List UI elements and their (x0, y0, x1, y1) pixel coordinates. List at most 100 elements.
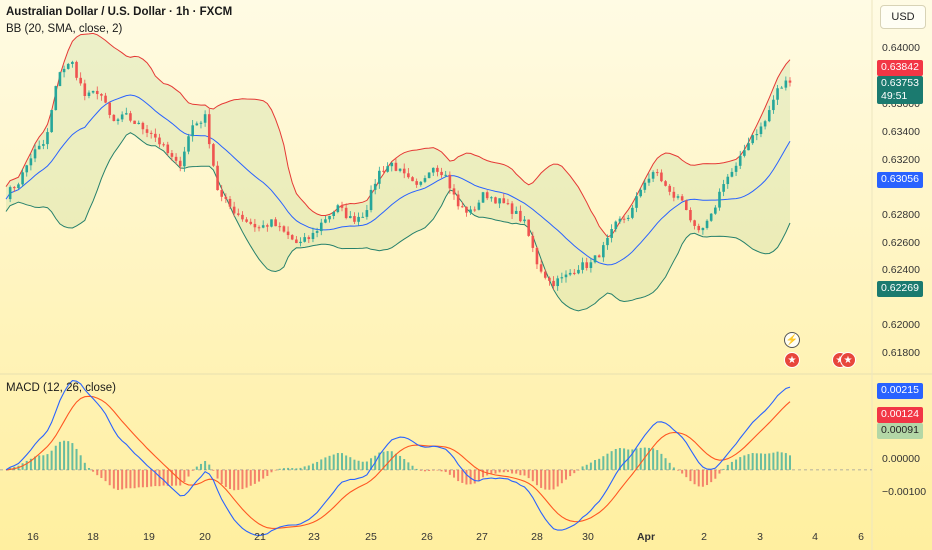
candle-body (423, 178, 427, 182)
candle-body (655, 172, 659, 174)
macd-histogram-bar (735, 459, 738, 470)
macd-histogram-bar (341, 453, 343, 470)
macd-histogram-bar (146, 469, 149, 488)
candle-body (597, 255, 601, 258)
candle-body (170, 153, 174, 157)
candle-body (693, 220, 696, 226)
macd-histogram-bar (249, 469, 252, 486)
us-flag-icon[interactable]: ★ (840, 352, 856, 368)
macd-histogram-bar (714, 469, 717, 479)
candle-body (108, 102, 112, 115)
bb-lower-value: 0.62269 (881, 282, 919, 294)
candle-body (759, 126, 763, 135)
candle-body (203, 114, 207, 123)
macd-histogram-bar (291, 468, 294, 470)
time-axis-label: 18 (87, 531, 99, 543)
price-axis-label: 0.62800 (882, 209, 920, 221)
candle-body (610, 229, 613, 238)
candle-body (158, 137, 161, 145)
macd-histogram-bar (253, 469, 256, 484)
price-axis-label: 0.62400 (882, 264, 920, 276)
macd-histogram-bar (759, 453, 762, 470)
candle-body (539, 264, 543, 272)
macd-legend[interactable]: MACD (12, 26, close) (6, 382, 116, 394)
candle-body (593, 255, 597, 263)
macd-histogram-bar (535, 469, 538, 486)
bollinger-legend[interactable]: BB (20, SMA, close, 2) (6, 23, 123, 35)
candle-body (560, 277, 564, 279)
macd-histogram-bar (104, 469, 107, 482)
candle-body (353, 216, 356, 222)
symbol-title[interactable]: Australian Dollar / U.S. Dollar · 1h · F… (6, 6, 233, 18)
macd-histogram-bar (21, 463, 24, 470)
candle-body (477, 202, 481, 210)
time-axis-label: 2 (701, 531, 707, 543)
candle-body (581, 262, 584, 270)
candle-body (199, 122, 203, 124)
currency-button[interactable]: USD (880, 5, 926, 29)
macd-histogram-bar (697, 469, 700, 487)
candle-body (66, 63, 70, 69)
candle-body (50, 110, 53, 133)
bollinger-lower-line (5, 132, 791, 312)
macd-histogram-bar (287, 467, 290, 470)
candle-body (767, 110, 771, 122)
candle-body (249, 221, 253, 224)
macd-histogram-bar (403, 459, 406, 470)
macd-histogram-bar (278, 468, 281, 470)
macd-histogram-bar (631, 449, 634, 470)
candle-body (734, 165, 738, 172)
time-axis-label: 23 (308, 531, 320, 543)
candle-body (494, 197, 497, 204)
candle-body (207, 114, 211, 145)
macd-histogram-bar (465, 469, 468, 485)
candle-body (481, 192, 485, 203)
candle-body (245, 219, 248, 222)
candle-body (295, 239, 298, 244)
current-price-badge: 0.63753 49:51 (877, 76, 923, 104)
macd-histogram-bar (672, 467, 675, 470)
macd-histogram-bar (540, 469, 543, 488)
macd-histogram-bar (382, 451, 385, 470)
candle-body (564, 274, 568, 278)
macd-histogram-bar (482, 469, 485, 478)
price-axis-label: 0.63200 (882, 154, 920, 166)
candle-body (490, 197, 493, 199)
candle-body (212, 144, 215, 166)
macd-histogram-bar (204, 460, 207, 470)
candle-body (187, 136, 190, 152)
macd-histogram-bar (353, 459, 356, 470)
macd-histogram-bar (258, 469, 261, 482)
macd-histogram-bar (233, 469, 236, 491)
macd-histogram-bar (282, 468, 285, 470)
macd-histogram-bar (83, 462, 86, 470)
macd-line (5, 380, 791, 537)
macd-histogram-bar (461, 469, 464, 483)
macd-histogram-bar (117, 469, 119, 490)
candle-body (83, 83, 87, 96)
lightning-icon[interactable]: ⚡ (784, 332, 800, 348)
candle-body (639, 189, 642, 197)
macd-histogram-bar (681, 469, 684, 474)
macd-histogram-bar (390, 451, 393, 470)
candle-body (755, 134, 759, 136)
candle-body (154, 133, 157, 138)
candle-body (535, 247, 539, 265)
candle-body (348, 216, 352, 219)
macd-value-badge: 0.00215 (877, 383, 923, 399)
macd-histogram-bar (419, 469, 422, 471)
macd-histogram-bar (448, 469, 451, 475)
us-flag-icon[interactable]: ★ (784, 352, 800, 368)
macd-histogram-bar (473, 469, 476, 484)
macd-histogram-bar (25, 460, 28, 470)
candle-body (62, 68, 66, 73)
candle-body (452, 188, 456, 195)
candle-body (606, 237, 609, 246)
time-axis-label: 27 (476, 531, 488, 543)
candle-body (427, 172, 431, 179)
macd-histogram-bar (498, 469, 501, 473)
macd-histogram-bar (610, 451, 613, 470)
bollinger-band-fill (6, 33, 790, 311)
macd-histogram-bar (361, 461, 364, 470)
